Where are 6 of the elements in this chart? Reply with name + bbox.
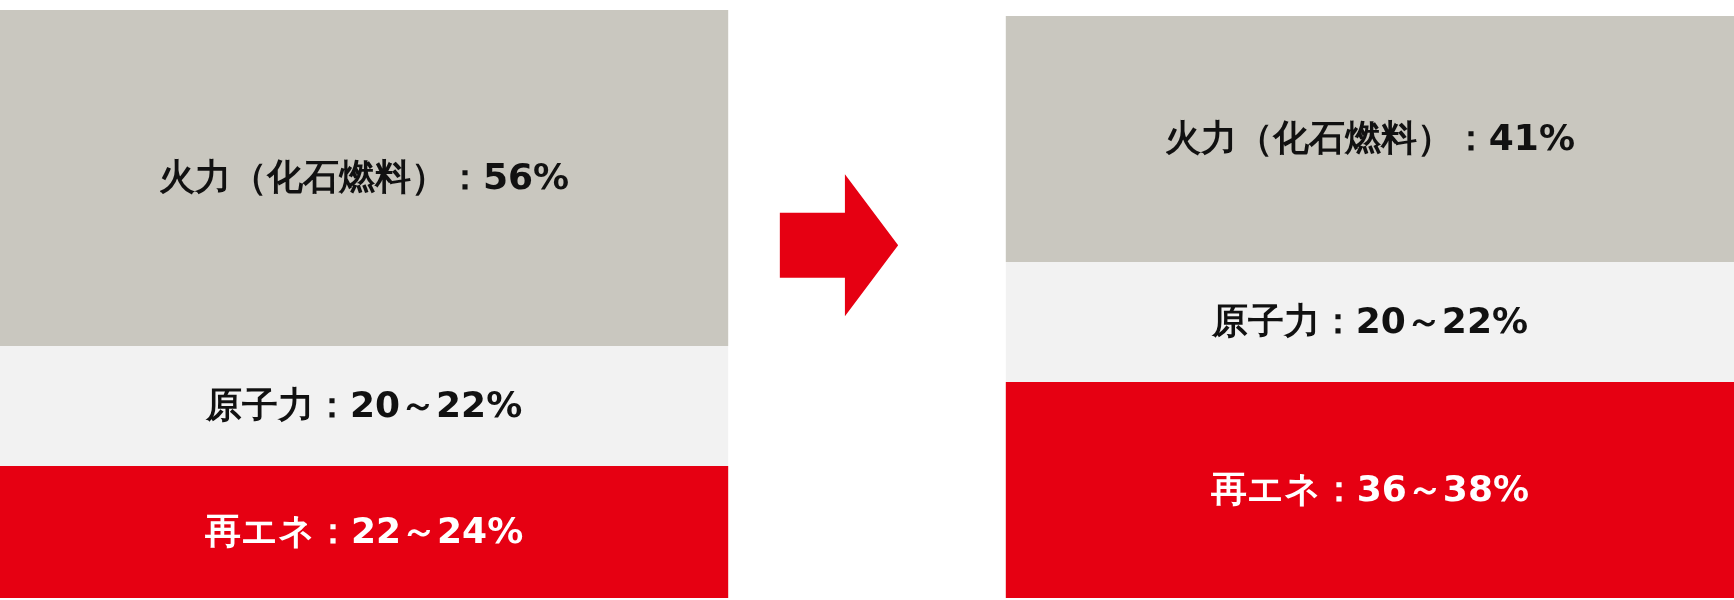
data-label: 火力（化石燃料）：41% [1164, 117, 1575, 158]
data-label: 原子力：20～22% [1210, 300, 1529, 341]
data-label: 火力（化石燃料）：56% [159, 156, 570, 197]
data-label: 再エネ：36～38% [1209, 468, 1530, 509]
data-label: 原子力：20～22% [204, 384, 523, 425]
data-label: 再エネ：22～24% [203, 510, 524, 551]
